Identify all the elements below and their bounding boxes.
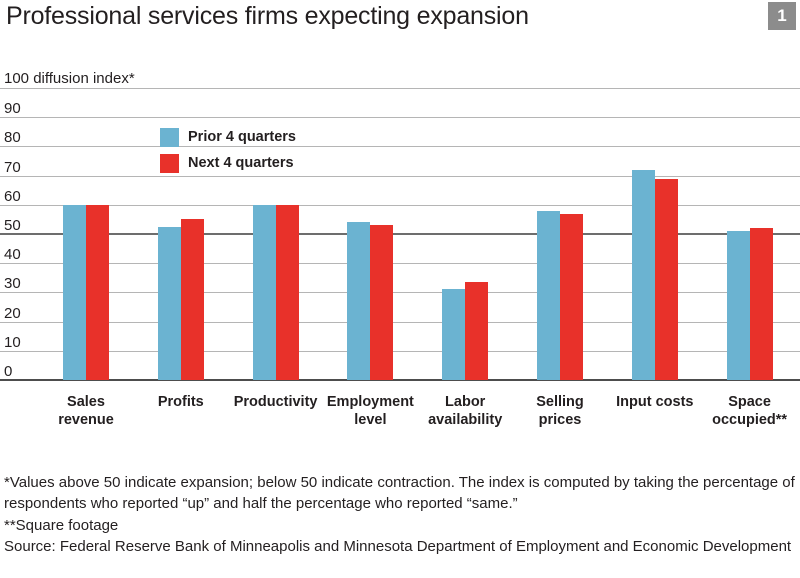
x-label-line: Productivity — [233, 394, 318, 410]
x-label-line: Employment — [326, 394, 414, 410]
legend-swatch-next-icon — [160, 153, 179, 173]
gridline-20 — [0, 321, 800, 323]
y-tick-30: 30 — [4, 275, 21, 293]
legend-item-next: Next 4 quarters — [160, 152, 296, 174]
y-tick-0: 0 — [4, 363, 13, 380]
gridline-80 — [0, 146, 800, 148]
x-label-line: Space — [728, 394, 771, 410]
y-tick-40: 40 — [4, 246, 21, 264]
x-label-1: Profits — [129, 394, 233, 412]
x-label-2: Productivity — [224, 394, 328, 412]
gridline-90 — [0, 117, 800, 119]
footnote-square-footage: **Square footage — [4, 516, 119, 534]
bar-chart: 90 80 70 60 50 40 30 20 10 0 100 diffusion index*… — [0, 70, 800, 429]
bar-prior-5 — [537, 210, 560, 380]
bar-next-2 — [275, 204, 299, 380]
y-tick-80: 80 — [4, 129, 21, 147]
gridline-10 — [0, 350, 800, 352]
x-label-line: level — [354, 411, 387, 428]
y-tick-60: 60 — [4, 187, 21, 205]
y-tick-10: 10 — [4, 333, 21, 351]
gridline-70 — [0, 175, 800, 177]
chart-header: Professional services firms expecting ex… — [0, 0, 800, 46]
x-label-6: Input costs — [603, 394, 707, 412]
footnote-source: Source: Federal Reserve Bank of Minneapo… — [4, 537, 792, 555]
bar-next-4 — [465, 282, 489, 380]
x-label-0: Sales revenue — [34, 394, 138, 429]
gridline-100 — [0, 88, 800, 89]
bar-next-6 — [654, 178, 678, 380]
x-label-line: Labor — [445, 394, 486, 410]
bar-next-7 — [749, 228, 773, 380]
x-label-line: revenue — [58, 411, 114, 428]
bar-prior-3 — [347, 222, 371, 380]
y-axis-title: 100 diffusion index* — [4, 70, 135, 87]
x-label-line: Selling — [536, 394, 584, 410]
x-label-line: occupied** — [712, 411, 788, 428]
y-tick-70: 70 — [4, 158, 21, 176]
bar-next-3 — [370, 225, 394, 380]
x-label-3: Employment level — [318, 394, 422, 429]
bar-prior-7 — [726, 231, 750, 380]
figure-number-badge: 1 — [768, 2, 796, 30]
x-label-line: Input costs — [616, 394, 694, 410]
chart-legend: Prior 4 quarters Next 4 quarters — [160, 126, 296, 178]
bar-next-1 — [180, 219, 204, 380]
bar-next-5 — [560, 213, 583, 380]
y-tick-20: 20 — [4, 304, 21, 322]
bar-prior-1 — [157, 226, 181, 380]
bar-prior-0 — [63, 204, 86, 380]
x-label-line: Profits — [157, 394, 204, 410]
x-label-line: availability — [428, 411, 503, 428]
legend-item-prior: Prior 4 quarters — [160, 126, 296, 148]
x-label-5: Selling prices — [508, 394, 612, 429]
legend-swatch-prior-icon — [160, 127, 179, 147]
gridline-40 — [0, 263, 800, 265]
x-label-4: Labor availability — [413, 394, 517, 429]
bar-next-0 — [86, 204, 109, 380]
gridline-0 — [0, 379, 800, 381]
legend-label-next: Next 4 quarters — [188, 155, 294, 171]
gridline-60 — [0, 204, 800, 206]
y-tick-90: 90 — [4, 100, 21, 118]
x-label-line: prices — [538, 411, 582, 428]
footnotes: *Values above 50 indicate expansion; bel… — [4, 472, 796, 557]
footnote-values: *Values above 50 indicate expansion; bel… — [4, 474, 795, 513]
gridline-30 — [0, 292, 800, 294]
y-tick-50: 50 — [4, 217, 21, 234]
gridline-50 — [0, 233, 800, 235]
bar-prior-6 — [631, 169, 655, 380]
x-label-7: Space occupied** — [698, 394, 800, 429]
bar-prior-4 — [442, 289, 466, 380]
page-title: Professional services firms expecting ex… — [6, 2, 529, 30]
bar-prior-2 — [252, 204, 276, 380]
legend-label-prior: Prior 4 quarters — [188, 129, 296, 145]
x-label-line: Sales — [67, 394, 105, 410]
